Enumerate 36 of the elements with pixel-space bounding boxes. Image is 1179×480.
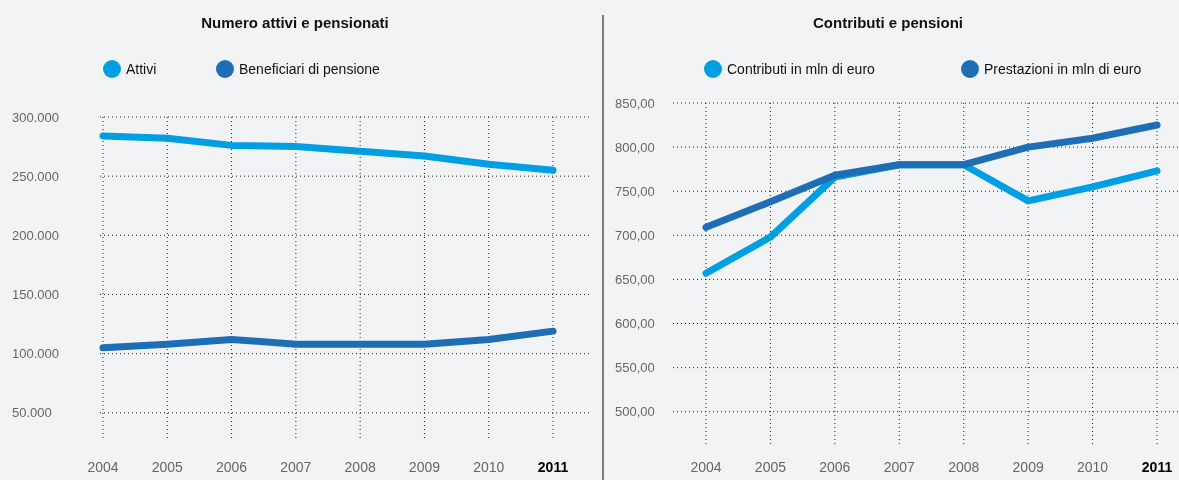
y-tick-label: 100.000 <box>12 346 59 362</box>
y-tick-label: 50.000 <box>12 405 52 421</box>
y-tick-label: 750,00 <box>615 183 655 199</box>
x-tick-label: 2006 <box>819 459 851 475</box>
legend-label: Attivi <box>126 61 157 77</box>
x-tick-label: 2007 <box>883 459 916 475</box>
y-tick-label: 150.000 <box>12 286 59 302</box>
y-tick-label: 250.000 <box>12 168 59 184</box>
y-tick-label: 650,00 <box>615 271 655 287</box>
x-tick-label: 2004 <box>690 459 722 475</box>
x-tick-label: 2008 <box>948 459 980 475</box>
x-tick-label: 2009 <box>408 459 441 475</box>
legend-label: Prestazioni in mln di euro <box>984 61 1142 77</box>
y-tick-label: 700,00 <box>615 227 655 243</box>
legend-label: Contributi in mln di euro <box>727 61 876 77</box>
chart-title: Numero attivi e pensionati <box>201 14 389 31</box>
x-tick-label: 2011 <box>537 459 569 475</box>
x-tick-label: 2004 <box>87 459 119 475</box>
y-tick-label: 300.000 <box>12 109 59 125</box>
y-tick-label: 500,00 <box>615 404 655 420</box>
y-tick-label: 800,00 <box>615 139 655 155</box>
x-tick-label: 2010 <box>1076 459 1109 475</box>
y-tick-label: 850,00 <box>615 95 655 111</box>
y-tick-label: 200.000 <box>12 227 59 243</box>
x-tick-label: 2010 <box>473 459 505 475</box>
x-tick-label: 2011 <box>1141 459 1173 475</box>
chart-title: Contributi e pensioni <box>813 14 963 31</box>
y-tick-label: 600,00 <box>615 316 655 332</box>
x-tick-label: 2007 <box>280 459 312 475</box>
x-tick-label: 2008 <box>344 459 376 475</box>
x-tick-label: 2009 <box>1012 459 1044 475</box>
x-tick-label: 2005 <box>754 459 787 475</box>
y-tick-label: 550,00 <box>615 360 655 376</box>
legend-label: Beneficiari di pensione <box>239 61 381 77</box>
x-tick-label: 2006 <box>215 459 248 475</box>
x-tick-label: 2005 <box>151 459 184 475</box>
